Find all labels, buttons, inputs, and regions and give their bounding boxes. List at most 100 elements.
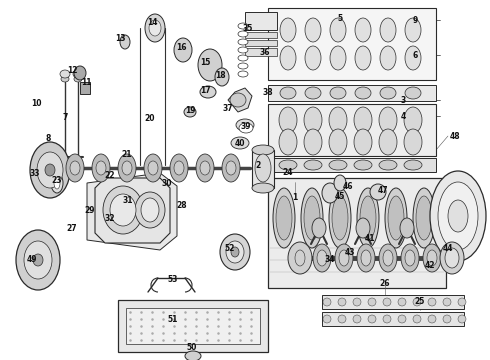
Ellipse shape bbox=[385, 188, 407, 248]
Text: 25: 25 bbox=[415, 297, 425, 306]
Ellipse shape bbox=[329, 129, 347, 155]
Ellipse shape bbox=[401, 244, 419, 272]
Bar bbox=[322, 312, 464, 326]
Ellipse shape bbox=[279, 160, 297, 170]
Ellipse shape bbox=[184, 107, 196, 117]
Bar bbox=[252, 150, 274, 188]
Text: 8: 8 bbox=[45, 134, 50, 143]
Text: 53: 53 bbox=[168, 275, 178, 284]
Ellipse shape bbox=[230, 93, 246, 107]
Ellipse shape bbox=[280, 18, 296, 42]
Ellipse shape bbox=[323, 315, 331, 323]
Bar bbox=[80, 82, 90, 94]
Ellipse shape bbox=[353, 298, 361, 306]
Ellipse shape bbox=[196, 154, 214, 182]
Ellipse shape bbox=[398, 298, 406, 306]
Text: 10: 10 bbox=[31, 99, 41, 108]
Text: 23: 23 bbox=[52, 176, 62, 185]
Ellipse shape bbox=[279, 129, 297, 155]
Bar bbox=[126, 308, 260, 344]
Text: 15: 15 bbox=[200, 58, 210, 67]
Text: 49: 49 bbox=[27, 256, 37, 265]
Text: 32: 32 bbox=[105, 213, 115, 222]
Ellipse shape bbox=[427, 250, 437, 266]
Ellipse shape bbox=[236, 119, 254, 131]
Text: 41: 41 bbox=[365, 234, 375, 243]
FancyBboxPatch shape bbox=[268, 8, 436, 80]
Ellipse shape bbox=[198, 49, 222, 81]
Ellipse shape bbox=[74, 66, 86, 80]
Text: 16: 16 bbox=[176, 42, 186, 51]
Text: 33: 33 bbox=[30, 168, 40, 177]
Ellipse shape bbox=[200, 161, 210, 175]
Ellipse shape bbox=[383, 250, 393, 266]
Ellipse shape bbox=[313, 244, 331, 272]
Text: 44: 44 bbox=[443, 243, 453, 252]
Ellipse shape bbox=[305, 18, 321, 42]
Ellipse shape bbox=[413, 298, 421, 306]
Ellipse shape bbox=[312, 218, 326, 238]
Text: 40: 40 bbox=[235, 139, 245, 148]
Ellipse shape bbox=[405, 87, 421, 99]
Ellipse shape bbox=[383, 315, 391, 323]
Ellipse shape bbox=[61, 76, 69, 82]
Text: 18: 18 bbox=[215, 71, 225, 80]
Ellipse shape bbox=[338, 315, 346, 323]
Text: 14: 14 bbox=[147, 18, 157, 27]
Ellipse shape bbox=[120, 35, 130, 49]
Ellipse shape bbox=[330, 46, 346, 70]
Text: 2: 2 bbox=[255, 161, 261, 170]
Ellipse shape bbox=[276, 196, 292, 240]
Ellipse shape bbox=[295, 250, 305, 266]
Ellipse shape bbox=[379, 107, 397, 133]
Ellipse shape bbox=[304, 196, 320, 240]
Polygon shape bbox=[87, 173, 177, 250]
Ellipse shape bbox=[338, 298, 346, 306]
Ellipse shape bbox=[404, 160, 422, 170]
Ellipse shape bbox=[330, 18, 346, 42]
Ellipse shape bbox=[317, 250, 327, 266]
Ellipse shape bbox=[413, 188, 435, 248]
Ellipse shape bbox=[24, 241, 52, 279]
Ellipse shape bbox=[238, 31, 248, 37]
Ellipse shape bbox=[330, 87, 346, 99]
Ellipse shape bbox=[144, 154, 162, 182]
Ellipse shape bbox=[380, 46, 396, 70]
Text: 31: 31 bbox=[123, 195, 133, 204]
Text: 34: 34 bbox=[325, 256, 335, 265]
Ellipse shape bbox=[231, 137, 249, 149]
Text: 28: 28 bbox=[177, 201, 187, 210]
FancyBboxPatch shape bbox=[268, 158, 436, 172]
Ellipse shape bbox=[33, 254, 43, 266]
Ellipse shape bbox=[226, 241, 244, 263]
Ellipse shape bbox=[54, 177, 60, 189]
Ellipse shape bbox=[279, 107, 297, 133]
Ellipse shape bbox=[238, 63, 248, 69]
Polygon shape bbox=[228, 88, 252, 112]
Ellipse shape bbox=[96, 161, 106, 175]
Ellipse shape bbox=[273, 188, 295, 248]
Ellipse shape bbox=[103, 186, 143, 234]
Text: 43: 43 bbox=[345, 248, 355, 257]
Text: 3: 3 bbox=[400, 95, 406, 104]
Text: 46: 46 bbox=[343, 181, 353, 190]
Text: 42: 42 bbox=[425, 261, 435, 270]
Text: 36: 36 bbox=[260, 48, 270, 57]
Text: 26: 26 bbox=[380, 279, 390, 288]
Ellipse shape bbox=[428, 315, 436, 323]
Ellipse shape bbox=[334, 175, 346, 191]
Ellipse shape bbox=[135, 192, 165, 228]
Text: 27: 27 bbox=[67, 224, 77, 233]
Text: 13: 13 bbox=[115, 33, 125, 42]
Ellipse shape bbox=[440, 242, 464, 274]
Ellipse shape bbox=[174, 38, 192, 62]
Ellipse shape bbox=[354, 107, 372, 133]
Ellipse shape bbox=[360, 196, 376, 240]
Ellipse shape bbox=[238, 23, 248, 29]
Ellipse shape bbox=[226, 161, 236, 175]
Text: 39: 39 bbox=[241, 122, 251, 131]
Text: 19: 19 bbox=[185, 105, 195, 114]
Text: 52: 52 bbox=[225, 243, 235, 252]
Bar bbox=[245, 12, 277, 30]
Ellipse shape bbox=[379, 160, 397, 170]
